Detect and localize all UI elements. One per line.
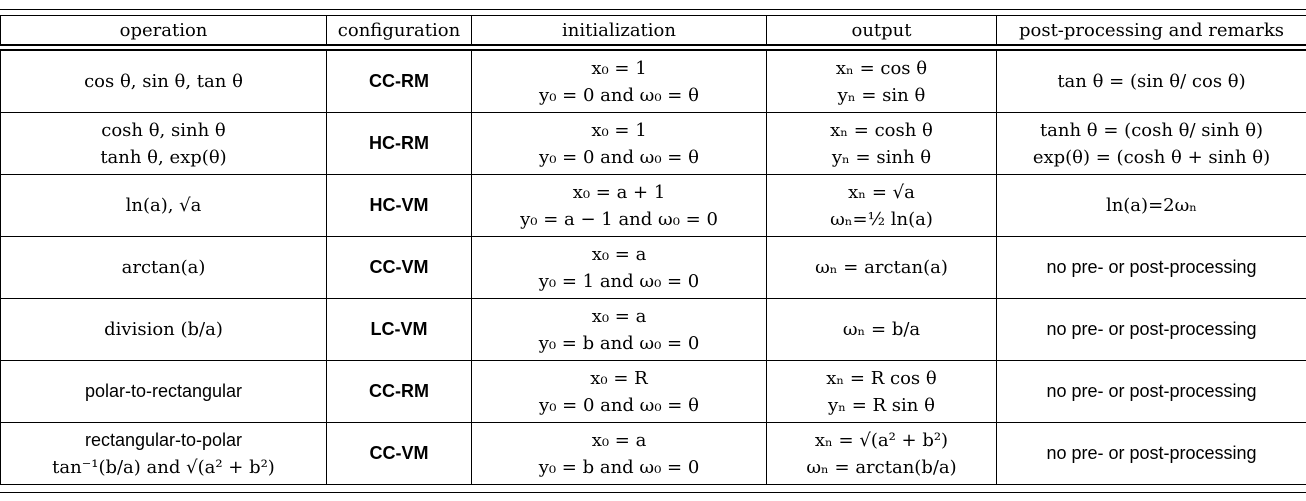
cell-remarks: ln(a)=2ωₙ <box>996 174 1306 237</box>
cell-configuration: CC-RM <box>326 44 472 113</box>
table-row: rectangular-to-polar tan⁻¹(b/a) and √(a²… <box>0 422 1306 485</box>
cell-operation: cos θ, sin θ, tan θ <box>0 44 327 113</box>
cell-configuration: CC-VM <box>326 236 472 299</box>
output-line: yₙ = sinh θ <box>831 146 932 168</box>
table-row: division (b/a) LC-VM x₀ = a y₀ = b and ω… <box>0 298 1306 361</box>
remarks-line: no pre- or post-processing <box>1046 443 1257 463</box>
initialization-line: y₀ = b and ω₀ = 0 <box>538 332 700 354</box>
output-line: xₙ = cosh θ <box>830 119 933 141</box>
output-line: yₙ = sin θ <box>837 84 926 106</box>
operation-line: cosh θ, sinh θ <box>101 119 226 141</box>
initialization-line: x₀ = 1 <box>591 57 647 79</box>
cell-output: xₙ = R cos θ yₙ = R sin θ <box>766 360 997 423</box>
remarks-line: exp(θ) = (cosh θ + sinh θ) <box>1032 146 1271 168</box>
cell-initialization: x₀ = R y₀ = 0 and ω₀ = θ <box>471 360 767 423</box>
cell-operation: ln(a), √a <box>0 174 327 237</box>
operation-line: ln(a), √a <box>125 195 202 216</box>
cell-output: ωₙ = b/a <box>766 298 997 361</box>
output-line: ωₙ = arctan(a) <box>815 257 948 278</box>
cell-initialization: x₀ = a y₀ = b and ω₀ = 0 <box>471 422 767 485</box>
cell-remarks: tan θ = (sin θ/ cos θ) <box>996 44 1306 113</box>
cell-configuration: CC-VM <box>326 422 472 485</box>
remarks-line: tan θ = (sin θ/ cos θ) <box>1057 71 1246 92</box>
cell-initialization: x₀ = a + 1 y₀ = a − 1 and ω₀ = 0 <box>471 174 767 237</box>
header-operation: operation <box>0 15 327 48</box>
header-configuration: configuration <box>326 15 472 48</box>
remarks-line: tanh θ = (cosh θ/ sinh θ) <box>1039 119 1264 141</box>
operation-line: division (b/a) <box>104 319 223 340</box>
cell-output: xₙ = cosh θ yₙ = sinh θ <box>766 112 997 175</box>
cell-remarks: tanh θ = (cosh θ/ sinh θ) exp(θ) = (cosh… <box>996 112 1306 175</box>
cordic-operations-table: operation configuration initialization o… <box>0 15 1306 485</box>
output-line: ωₙ=½ ln(a) <box>830 208 933 230</box>
remarks-line: no pre- or post-processing <box>1046 257 1257 277</box>
initialization-line: y₀ = a − 1 and ω₀ = 0 <box>520 208 718 230</box>
header-output: output <box>766 15 997 48</box>
operation-line: tan⁻¹(b/a) and √(a² + b²) <box>52 456 275 478</box>
cell-remarks: no pre- or post-processing <box>996 360 1306 423</box>
table-row: cosh θ, sinh θ tanh θ, exp(θ) HC-RM x₀ =… <box>0 112 1306 175</box>
cell-configuration: CC-RM <box>326 360 472 423</box>
cell-output: xₙ = √a ωₙ=½ ln(a) <box>766 174 997 237</box>
cell-remarks: no pre- or post-processing <box>996 236 1306 299</box>
initialization-line: x₀ = a <box>591 305 647 327</box>
cell-operation: rectangular-to-polar tan⁻¹(b/a) and √(a²… <box>0 422 327 485</box>
header-initialization: initialization <box>471 15 767 48</box>
cell-output: ωₙ = arctan(a) <box>766 236 997 299</box>
table-row: arctan(a) CC-VM x₀ = a y₀ = 1 and ω₀ = 0… <box>0 236 1306 299</box>
cell-operation: division (b/a) <box>0 298 327 361</box>
initialization-line: y₀ = 0 and ω₀ = θ <box>539 146 699 168</box>
output-line: xₙ = √(a² + b²) <box>814 429 949 451</box>
cell-operation: cosh θ, sinh θ tanh θ, exp(θ) <box>0 112 327 175</box>
initialization-line: x₀ = a <box>591 429 647 451</box>
cell-configuration: HC-VM <box>326 174 472 237</box>
cell-remarks: no pre- or post-processing <box>996 298 1306 361</box>
cell-initialization: x₀ = a y₀ = 1 and ω₀ = 0 <box>471 236 767 299</box>
output-line: yₙ = R sin θ <box>828 394 935 416</box>
operation-line: polar-to-rectangular <box>84 381 243 401</box>
cell-configuration: LC-VM <box>326 298 472 361</box>
initialization-line: y₀ = 1 and ω₀ = 0 <box>538 270 700 292</box>
initialization-line: x₀ = R <box>590 367 648 389</box>
bottom-rule <box>0 492 1306 493</box>
initialization-line: x₀ = a <box>591 243 647 265</box>
operation-line: tanh θ, exp(θ) <box>100 146 227 168</box>
cell-output: xₙ = cos θ yₙ = sin θ <box>766 44 997 113</box>
cell-initialization: x₀ = 1 y₀ = 0 and ω₀ = θ <box>471 112 767 175</box>
operation-line: cos θ, sin θ, tan θ <box>84 71 243 92</box>
remarks-line: no pre- or post-processing <box>1046 319 1257 339</box>
operation-line: rectangular-to-polar <box>84 429 243 450</box>
cell-initialization: x₀ = 1 y₀ = 0 and ω₀ = θ <box>471 44 767 113</box>
remarks-line: ln(a)=2ωₙ <box>1105 195 1198 216</box>
output-line: xₙ = R cos θ <box>826 367 937 389</box>
table-row: ln(a), √a HC-VM x₀ = a + 1 y₀ = a − 1 an… <box>0 174 1306 237</box>
remarks-line: no pre- or post-processing <box>1046 381 1257 401</box>
cell-operation: arctan(a) <box>0 236 327 299</box>
header-row: operation configuration initialization o… <box>0 15 1306 48</box>
output-line: ωₙ = b/a <box>842 319 921 340</box>
cell-initialization: x₀ = a y₀ = b and ω₀ = 0 <box>471 298 767 361</box>
header-remarks: post-processing and remarks <box>996 15 1306 48</box>
cell-configuration: HC-RM <box>326 112 472 175</box>
table-row: cos θ, sin θ, tan θ CC-RM x₀ = 1 y₀ = 0 … <box>0 44 1306 113</box>
cell-remarks: no pre- or post-processing <box>996 422 1306 485</box>
initialization-line: y₀ = 0 and ω₀ = θ <box>539 394 699 416</box>
initialization-line: y₀ = 0 and ω₀ = θ <box>539 84 699 106</box>
operation-line: arctan(a) <box>121 257 206 278</box>
initialization-line: y₀ = b and ω₀ = 0 <box>538 456 700 478</box>
initialization-line: x₀ = a + 1 <box>572 181 666 203</box>
top-rule <box>0 9 1306 10</box>
output-line: xₙ = cos θ <box>835 57 928 79</box>
cell-output: xₙ = √(a² + b²) ωₙ = arctan(b/a) <box>766 422 997 485</box>
initialization-line: x₀ = 1 <box>591 119 647 141</box>
table-row: polar-to-rectangular CC-RM x₀ = R y₀ = 0… <box>0 360 1306 423</box>
output-line: ωₙ = arctan(b/a) <box>806 456 957 478</box>
output-line: xₙ = √a <box>848 181 915 203</box>
cell-operation: polar-to-rectangular <box>0 360 327 423</box>
